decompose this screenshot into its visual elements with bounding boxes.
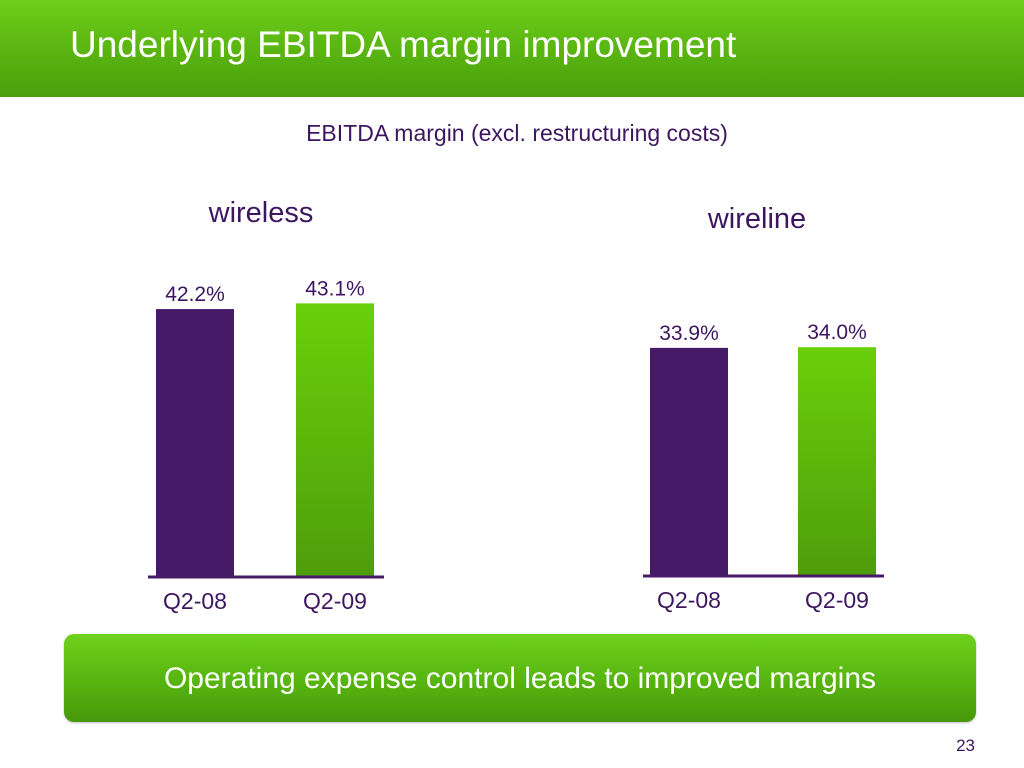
banner-text: Operating expense control leads to impro… <box>163 662 877 695</box>
wireless-category-label-q2-09: Q2-09 <box>303 588 367 614</box>
slide-title: Underlying EBITDA margin improvement <box>70 24 737 65</box>
wireline-data-label-q2-08: 33.9% <box>659 322 719 345</box>
slide-header: Underlying EBITDA margin improvement <box>0 0 1024 97</box>
wireless-data-label-q2-09: 43.1% <box>305 277 365 300</box>
wireless-bar-q2-08 <box>156 309 234 576</box>
wireline-bar-q2-09 <box>798 347 876 575</box>
wireless-data-label-q2-08: 42.2% <box>165 283 225 306</box>
wireless-bar-q2-09 <box>296 303 374 576</box>
wireline-category-label-q2-08: Q2-08 <box>657 587 721 613</box>
ebitda-bar-charts: wireless 42.2% Q2-08 43.1% Q2-09 wireline 33.… <box>148 197 884 614</box>
wireline-chart-title: wireline <box>707 203 806 235</box>
wireline-data-label-q2-09: 34.0% <box>807 321 867 344</box>
conclusion-banner: Operating expense control leads to impro… <box>64 634 976 722</box>
wireless-chart-title: wireless <box>208 197 314 229</box>
wireless-category-label-q2-08: Q2-08 <box>163 588 227 614</box>
wireline-category-label-q2-09: Q2-09 <box>805 587 869 613</box>
wireless-chart: wireless 42.2% Q2-08 43.1% Q2-09 <box>148 197 384 614</box>
chart-subtitle: EBITDA margin (excl. restructuring costs… <box>306 120 728 146</box>
wireline-chart: wireline 33.9% Q2-08 34.0% Q2-09 <box>643 203 884 613</box>
page-number: 23 <box>956 736 975 755</box>
wireline-bar-q2-08 <box>650 347 728 575</box>
